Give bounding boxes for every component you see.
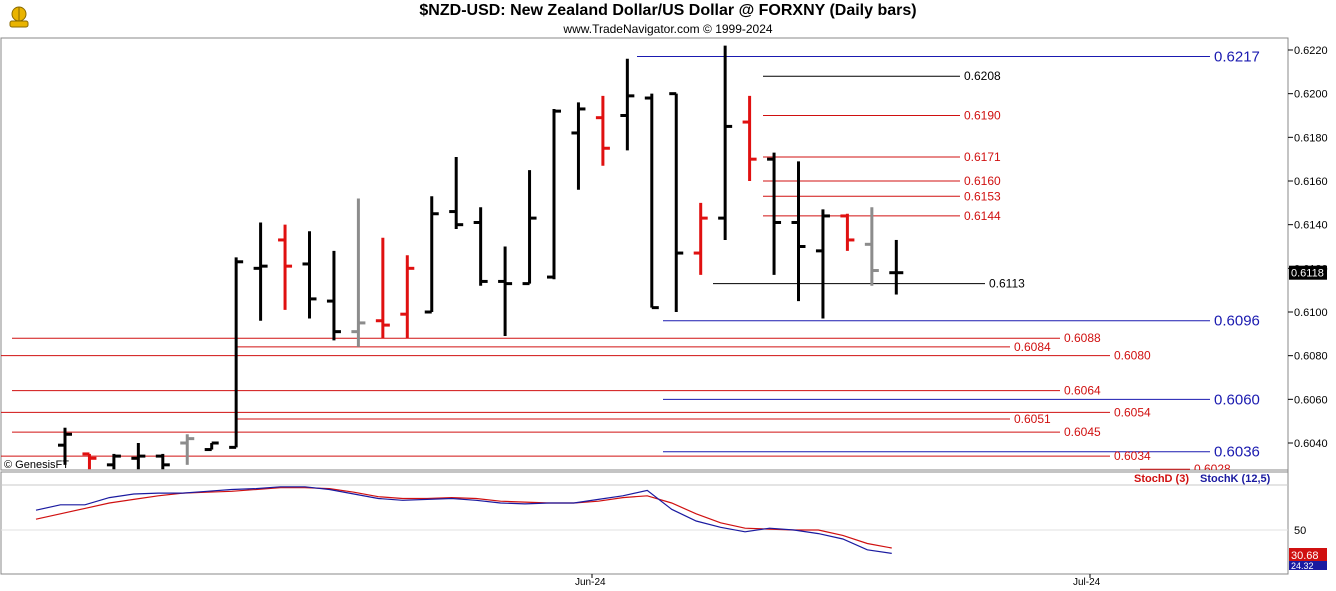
- blue-level-label: 0.6060: [1214, 391, 1260, 408]
- red-level-label: 0.6160: [964, 174, 1001, 188]
- red-level-label: 0.6088: [1064, 331, 1101, 345]
- red-level-label: 0.6080: [1114, 349, 1151, 363]
- time-axis-label: Jul-24: [1073, 577, 1101, 588]
- black-level-label: 0.6208: [964, 69, 1001, 83]
- stoch-d-line: [35, 487, 892, 549]
- price-axis-label: 0.6140: [1294, 220, 1328, 232]
- price-axis-label: 0.6160: [1294, 176, 1328, 188]
- red-level-label: 0.6051: [1014, 412, 1051, 426]
- blue-level-label: 0.6217: [1214, 49, 1260, 66]
- last-price-label: 0.6118: [1291, 268, 1324, 280]
- price-axis-label: 0.6180: [1294, 132, 1328, 144]
- stoch-k-value-box: [1289, 561, 1327, 570]
- red-level-label: 0.6153: [964, 189, 1001, 203]
- price-axis-label: 0.6060: [1294, 394, 1328, 406]
- price-axis-label: 0.6220: [1294, 45, 1328, 57]
- red-level-label: 0.6064: [1064, 384, 1101, 398]
- price-axis-label: 0.6100: [1294, 307, 1328, 319]
- time-axis: Jun-24 Jul-24: [575, 574, 1101, 588]
- support-resistance-levels: 0.6217 0.6096 0.6060 0.6036 0.6208 0.6113 0.61…: [1, 49, 1260, 476]
- stoch-d-value-box: [1289, 548, 1327, 561]
- chart-title: $NZD-USD: New Zealand Dollar/US Dollar @…: [419, 2, 917, 19]
- last-price-box: [1289, 265, 1327, 280]
- price-axis-label: 0.6200: [1294, 89, 1328, 101]
- red-level-label: 0.6028: [1194, 462, 1231, 476]
- red-level-label: 0.6054: [1114, 405, 1151, 419]
- price-axis-label: 0.6040: [1294, 438, 1328, 450]
- stoch-d-value: 30.68: [1291, 550, 1319, 562]
- red-level-label: 0.6171: [964, 150, 1001, 164]
- trade-navigator-logo-icon: [4, 4, 34, 32]
- red-level-label: 0.6034: [1114, 449, 1151, 463]
- black-level-label: 0.6113: [989, 277, 1025, 291]
- time-axis-label: Jun-24: [575, 577, 606, 588]
- stoch-level-label: 50: [1294, 525, 1306, 537]
- stoch-k-line: [35, 486, 892, 554]
- stoch-k-value: 24.32: [1291, 561, 1314, 571]
- price-bars: © GenesisFT: [4, 45, 904, 471]
- red-level-label: 0.6045: [1064, 425, 1101, 439]
- red-level-label: 0.6084: [1014, 340, 1051, 354]
- red-level-label: 0.6190: [964, 109, 1001, 123]
- price-panel-frame: [0, 37, 1289, 574]
- blue-level-label: 0.6096: [1214, 313, 1260, 330]
- watermark-label: © GenesisFT: [4, 459, 69, 471]
- stoch-k-legend: StochK (12,5): [1200, 473, 1271, 485]
- stoch-d-legend: StochD (3): [1134, 473, 1189, 485]
- chart-subtitle: www.TradeNavigator.com © 1999-2024: [563, 22, 773, 36]
- price-axis: 0.62200.62000.61800.61600.61400.61200.61…: [1288, 45, 1328, 450]
- red-level-label: 0.6144: [964, 209, 1001, 223]
- stochastic-panel-frame: [0, 471, 1289, 575]
- blue-level-label: 0.6036: [1214, 444, 1260, 461]
- price-axis-label: 0.6080: [1294, 351, 1328, 363]
